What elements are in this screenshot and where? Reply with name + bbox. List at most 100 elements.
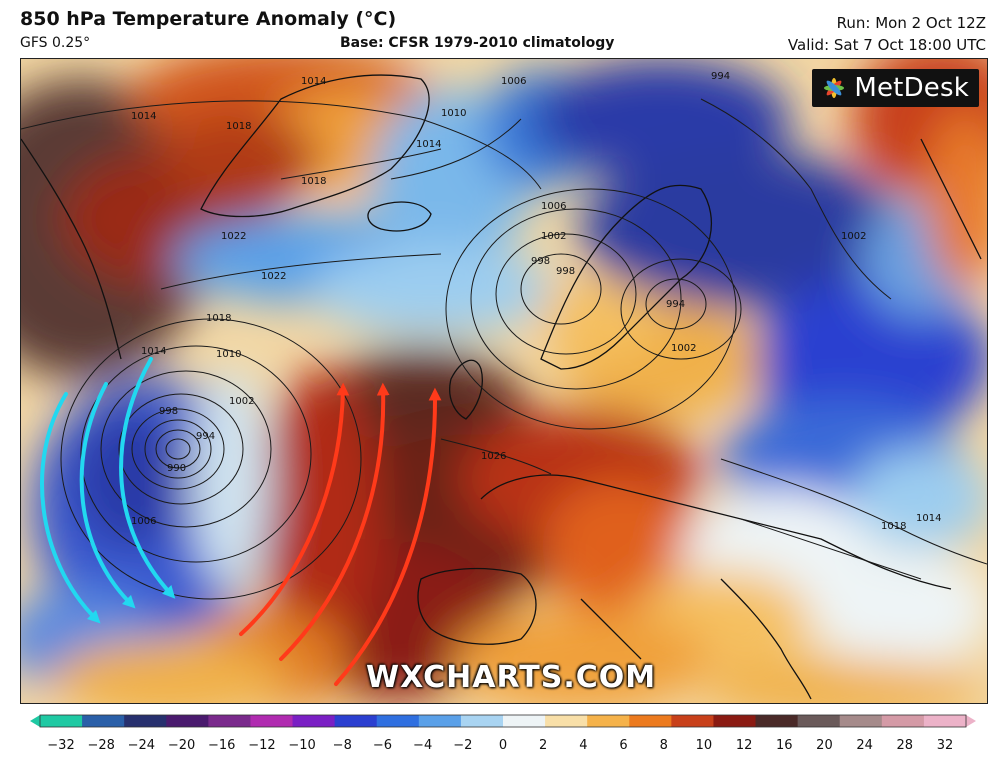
coastlines bbox=[21, 74, 982, 700]
colorbar-tick-label: 6 bbox=[619, 738, 627, 753]
warm-arrow bbox=[279, 382, 390, 661]
isobar-label: 1018 bbox=[206, 313, 231, 324]
colorbar-segment bbox=[166, 715, 209, 727]
isobar-label: 1002 bbox=[541, 231, 566, 242]
map-canvas: 1014 1018 1022 1014 1006 1010 1014 1018 … bbox=[21, 59, 987, 703]
chart-title: 850 hPa Temperature Anomaly (°C) bbox=[20, 8, 397, 30]
isobar-ring bbox=[60, 318, 362, 600]
isobar-label: 990 bbox=[167, 463, 186, 474]
isobar-label: 1014 bbox=[131, 111, 156, 122]
colorbar-segment bbox=[713, 715, 757, 727]
colorbar-segment bbox=[40, 715, 83, 727]
colorbar-tick-label: 10 bbox=[696, 738, 713, 753]
colorbar: −32 −28 −24 −20 −16 −12 −10 −8 −6 −4 −2 0 2 4 6 8 10 12 16… bbox=[28, 713, 978, 757]
colorbar-tick-label: −4 bbox=[413, 738, 432, 753]
isobars bbox=[21, 98, 987, 600]
colorbar-tick-label: 12 bbox=[736, 738, 753, 753]
warm-advection-arrows bbox=[239, 382, 442, 686]
isobar-label: 1002 bbox=[229, 396, 254, 407]
colorbar-segment bbox=[503, 715, 546, 727]
metdesk-logo-text: MetDesk bbox=[854, 73, 969, 103]
colorbar-tick-label: 32 bbox=[937, 738, 954, 753]
colorbar-tick-label: −2 bbox=[453, 738, 472, 753]
colorbar-segment bbox=[797, 715, 841, 727]
colorbar-tick-label: 28 bbox=[897, 738, 914, 753]
iberia-outline bbox=[417, 567, 537, 645]
metdesk-logo: MetDesk bbox=[812, 69, 979, 107]
colorbar-tick-label: 8 bbox=[660, 738, 668, 753]
metdesk-flower-icon bbox=[824, 78, 845, 98]
cold-arrow bbox=[119, 357, 176, 599]
run-time-label: Run: Mon 2 Oct 12Z bbox=[836, 14, 986, 32]
isobar-ring bbox=[155, 429, 201, 469]
isobar-label: 1006 bbox=[131, 516, 156, 527]
isobar-label: 1006 bbox=[501, 76, 526, 87]
isobar-label: 994 bbox=[196, 431, 215, 442]
colorbar-tick-label: −10 bbox=[288, 738, 315, 753]
isobar-line bbox=[160, 253, 442, 290]
colorbar-min-extend bbox=[30, 715, 40, 727]
cold-arrow bbox=[79, 382, 136, 609]
colorbar-tick-label: −28 bbox=[87, 738, 114, 753]
isobar-line bbox=[740, 518, 922, 580]
isobar-label: 1014 bbox=[301, 76, 326, 87]
warm-arrow bbox=[334, 387, 442, 686]
isobar-label: 1002 bbox=[841, 231, 866, 242]
isobar-label: 1002 bbox=[671, 343, 696, 354]
isobar-label: 1010 bbox=[216, 349, 241, 360]
isobar-label: 1014 bbox=[141, 346, 166, 357]
isobar-ring bbox=[80, 345, 312, 563]
colorbar-segment bbox=[881, 715, 925, 727]
colorbar-segment bbox=[334, 715, 378, 727]
isobar-line bbox=[440, 438, 552, 475]
colorbar-segment bbox=[124, 715, 167, 727]
isobar-line bbox=[390, 118, 522, 180]
warm-arrow bbox=[239, 382, 350, 636]
colorbar-segment bbox=[755, 715, 799, 727]
isobar-ring bbox=[118, 393, 244, 505]
colorbar-segment bbox=[671, 715, 715, 727]
isobar-ring bbox=[470, 208, 682, 390]
colorbar-segment bbox=[545, 715, 588, 727]
colorbar-segment bbox=[629, 715, 672, 727]
isobar-label: 1022 bbox=[261, 271, 286, 282]
colorbar-max-extend bbox=[966, 715, 976, 727]
model-label: GFS 0.25° bbox=[20, 35, 91, 51]
italy-outline bbox=[580, 598, 642, 660]
arctic-russia-coast bbox=[920, 138, 982, 260]
isobar-ring bbox=[495, 233, 637, 355]
colorbar-segment bbox=[460, 715, 504, 727]
colorbar-segment bbox=[292, 715, 336, 727]
colorbar-tick-label: 2 bbox=[539, 738, 547, 753]
colorbar-tick-label: −24 bbox=[128, 738, 155, 753]
isobar-label: 994 bbox=[666, 299, 685, 310]
colorbar-tick-label: 0 bbox=[499, 738, 507, 753]
canada-coast bbox=[21, 138, 122, 360]
colorbar-tick-label: −32 bbox=[47, 738, 74, 753]
isobar-ring bbox=[100, 370, 272, 528]
colorbar-tick-label: 4 bbox=[579, 738, 587, 753]
colorbar-tick-label: −20 bbox=[168, 738, 195, 753]
colorbar-segment bbox=[82, 715, 125, 727]
isobar-line bbox=[720, 458, 987, 565]
isobar-line bbox=[21, 100, 542, 190]
central-europe-coast bbox=[480, 474, 952, 590]
valid-time-label: Valid: Sat 7 Oct 18:00 UTC bbox=[787, 36, 986, 54]
cold-advection-arrows bbox=[40, 357, 176, 624]
isobar-line bbox=[700, 98, 892, 300]
colorbar-segment bbox=[250, 715, 294, 727]
isobar-label: 1026 bbox=[481, 451, 506, 462]
colorbar-tick-label: −6 bbox=[373, 738, 392, 753]
iceland-outline bbox=[367, 201, 432, 232]
isobar-ring bbox=[445, 188, 737, 430]
colorbar-segment bbox=[376, 715, 420, 727]
british-isles-outline bbox=[449, 359, 483, 420]
isobar-ring bbox=[165, 438, 191, 460]
isobar-label: 1010 bbox=[441, 108, 466, 119]
greenland-outline bbox=[200, 74, 430, 218]
isobar-label: 1018 bbox=[301, 176, 326, 187]
isobar-label: 1006 bbox=[541, 201, 566, 212]
anomaly-map: 1014 1018 1022 1014 1006 1010 1014 1018 … bbox=[20, 58, 988, 704]
colorbar-tick-label: −8 bbox=[333, 738, 352, 753]
colorbar-segment bbox=[587, 715, 630, 727]
